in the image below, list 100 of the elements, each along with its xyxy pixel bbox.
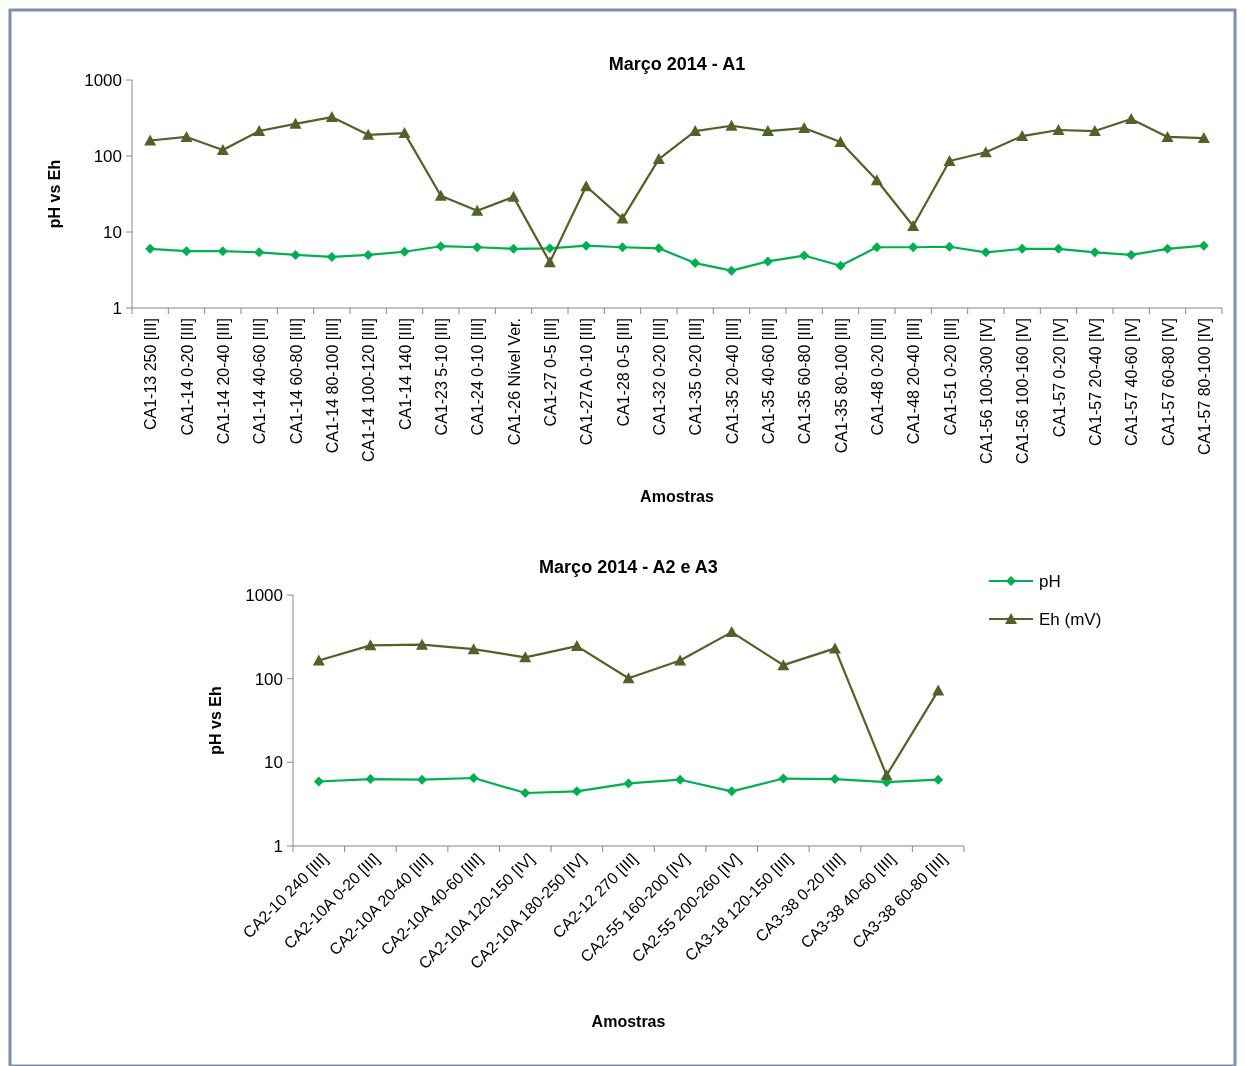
point: [1017, 243, 1028, 254]
x-tick-label: CA1-35 0-20 [III]: [687, 318, 705, 436]
point: [725, 626, 738, 638]
point: [1125, 112, 1138, 124]
point: [181, 246, 192, 257]
point: [434, 189, 447, 201]
point: [762, 256, 773, 267]
point: [1198, 240, 1209, 251]
x-tick-label: CA1-57 40-60 [IV]: [1123, 318, 1141, 447]
point: [145, 243, 156, 254]
x-tick-label: CA1-23 5-10 [III]: [432, 318, 450, 436]
point: [1197, 132, 1210, 144]
point: [932, 684, 945, 696]
x-tick-label: CA1-28 0-5 [III]: [614, 318, 632, 427]
x-tick-label: CA1-14 0-20 [III]: [178, 318, 196, 436]
point: [623, 778, 634, 789]
point: [1161, 130, 1174, 142]
y-tick-label: 1: [273, 836, 283, 856]
point: [798, 122, 811, 134]
y-tick-label: 100: [254, 669, 283, 689]
point: [725, 119, 738, 131]
point: [216, 143, 229, 155]
point: [871, 242, 882, 253]
x-tick-label: CA1-26 Nível Ver.: [505, 318, 523, 446]
point: [943, 154, 956, 166]
x-tick-label: CA1-14 60-80 [III]: [287, 318, 305, 445]
point: [399, 246, 410, 257]
point: [581, 240, 592, 251]
point: [398, 127, 411, 139]
x-tick-label: CA1-48 20-40 [III]: [905, 318, 923, 445]
x-tick-label: CA1-13 250 [III]: [142, 318, 160, 431]
point: [1016, 130, 1029, 142]
point: [689, 125, 702, 137]
point: [471, 204, 484, 216]
x-tick-label: CA1-14 140 [III]: [396, 318, 414, 431]
x-tick-label: CA1-48 0-20 [III]: [868, 318, 886, 436]
x-axis-title: Amostras: [591, 1013, 666, 1030]
x-tick-label: CA1-24 0-10 [III]: [469, 318, 487, 436]
point: [254, 247, 265, 258]
point: [933, 774, 944, 785]
legend-label: Eh (mV): [1039, 609, 1102, 629]
point: [253, 125, 266, 137]
chart-title: Março 2014 - A1: [608, 54, 746, 74]
point: [799, 250, 810, 261]
point: [870, 174, 883, 186]
point: [508, 243, 519, 254]
point: [674, 654, 687, 666]
x-tick-label: CA1-14 20-40 [III]: [214, 318, 232, 445]
x-tick-label: CA1-57 60-80 [IV]: [1159, 318, 1177, 447]
point: [1052, 123, 1065, 135]
point: [944, 241, 955, 252]
point: [880, 769, 893, 781]
point: [726, 786, 737, 797]
point: [364, 639, 377, 651]
point: [580, 180, 593, 192]
point: [507, 190, 520, 202]
point: [777, 659, 790, 671]
point: [289, 117, 302, 129]
x-tick-label: CA1-57 20-40 [IV]: [1086, 318, 1104, 447]
x-tick-label: CA1-27A 0-10 [III]: [578, 318, 596, 446]
point: [326, 251, 337, 262]
point: [365, 774, 376, 785]
point: [519, 651, 532, 663]
y-tick-label: 10: [103, 222, 122, 242]
point: [363, 249, 374, 260]
point: [653, 243, 664, 254]
x-tick-label: CA1-35 20-40 [III]: [723, 318, 741, 445]
x-tick-label: CA1-35 60-80 [III]: [796, 318, 814, 445]
point: [1162, 243, 1173, 254]
point: [313, 776, 324, 787]
point: [467, 643, 480, 655]
y-axis-title: pH vs Eh: [207, 686, 224, 755]
x-tick-label: CA1-51 0-20 [III]: [941, 318, 959, 436]
x-tick-label: CA1-32 0-20 [III]: [650, 318, 668, 436]
y-tick-label: 1000: [84, 70, 122, 90]
x-tick-label: CA1-27 0-5 [III]: [541, 318, 559, 427]
point: [980, 247, 991, 258]
y-axis-title: pH vs Eh: [46, 159, 63, 229]
legend-label: pH: [1039, 571, 1061, 591]
point: [543, 256, 556, 268]
point: [908, 242, 919, 253]
point: [1053, 243, 1064, 254]
point: [690, 258, 701, 269]
x-axis-title: Amostras: [640, 488, 714, 505]
point: [617, 242, 628, 253]
x-tick-label: CA1-35 80-100 [III]: [832, 318, 850, 454]
x-tick-label: CA1-14 100-120 [III]: [360, 318, 378, 463]
point: [435, 241, 446, 252]
x-tick-label: CA1-14 40-60 [III]: [251, 318, 269, 445]
x-tick-label: CA1-57 0-20 [IV]: [1050, 318, 1068, 438]
point: [472, 242, 483, 253]
x-tick-label: CA1-35 40-60 [III]: [759, 318, 777, 445]
point: [570, 640, 583, 652]
point: [290, 249, 301, 260]
x-tick-label: CA1-56 100-160 [IV]: [1014, 318, 1032, 464]
point: [979, 146, 992, 158]
point: [520, 788, 531, 798]
point: [675, 774, 686, 785]
point: [834, 135, 847, 147]
y-tick-label: 10: [264, 753, 283, 773]
